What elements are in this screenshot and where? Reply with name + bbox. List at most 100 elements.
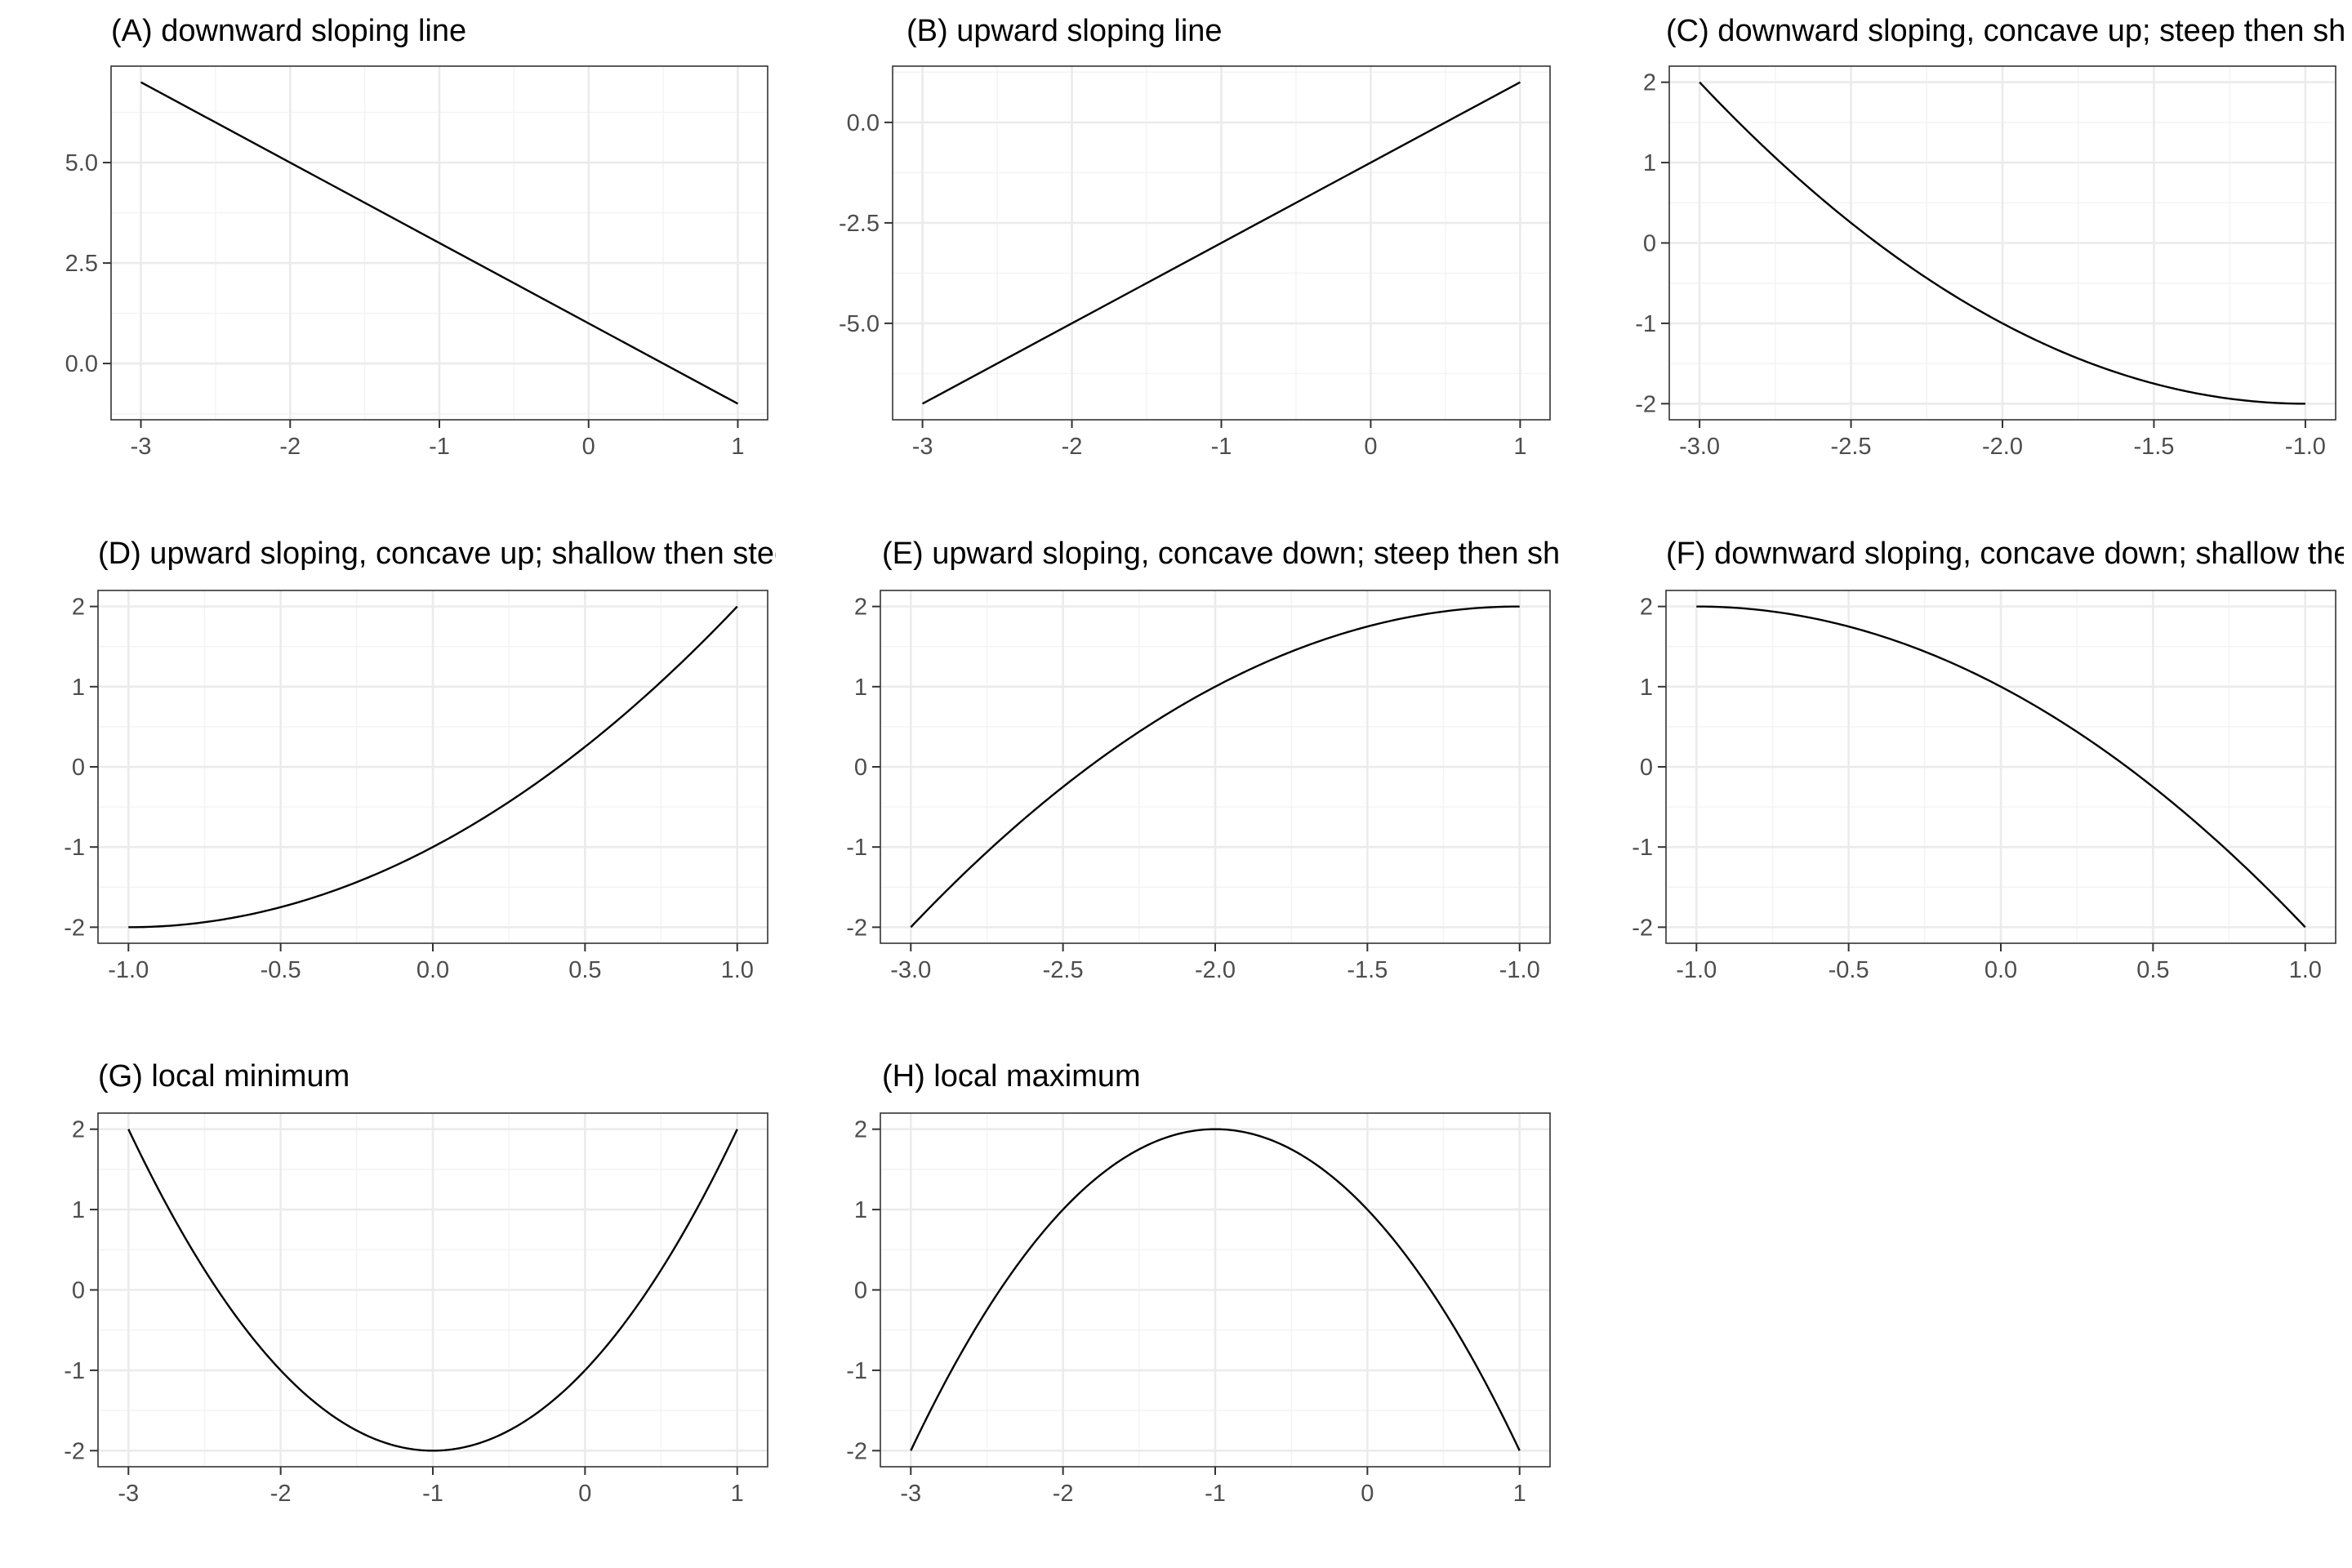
panel-title: (F) downward sloping, concave down; shal… — [1666, 537, 2352, 571]
panel-title: (E) upward sloping, concave down; steep … — [882, 537, 1631, 571]
series-line — [910, 1128, 1521, 1451]
panel-g: -3 -2 -1 0 1 -2 -1 0 1 2 (G) local minimum — [64, 1059, 768, 1507]
y-tick-label: 0 — [854, 1278, 867, 1304]
gridlines — [1666, 590, 2336, 943]
x-tick-label: -1 — [1205, 1481, 1226, 1507]
y-tick-label: 0 — [1640, 755, 1653, 781]
y-tick-label: -1 — [64, 1358, 85, 1384]
y-tick-label: 0.0 — [65, 351, 98, 377]
x-tick-label: -0.5 — [261, 957, 301, 983]
x-tick-label: 0.5 — [2136, 957, 2169, 983]
x-tick-label: -3.0 — [890, 957, 931, 983]
y-tick-label: 1 — [1643, 150, 1656, 176]
x-tick-label: 1 — [731, 1481, 744, 1507]
x-tick-label: -2.0 — [1195, 957, 1236, 983]
x-tick-label: -2 — [270, 1481, 292, 1507]
x-tick-label: -3 — [912, 434, 933, 460]
x-tick-label: -0.5 — [1829, 957, 1869, 983]
x-tick-label: -3.0 — [1679, 434, 1720, 460]
series-line — [128, 605, 738, 929]
x-tick-label: 1 — [1513, 434, 1526, 460]
y-tick-label: -2 — [846, 1438, 867, 1464]
y-tick-label: 1 — [854, 675, 867, 701]
series-line — [1699, 81, 2305, 405]
panel-a: -3 -2 -1 0 1 0.0 2.5 5.0 (A) downward sloping li… — [65, 14, 768, 460]
y-tick-label: 5.0 — [65, 150, 98, 176]
y-tick-label: 2 — [72, 595, 85, 621]
y-tick-label: -2 — [64, 915, 85, 941]
y-tick-label: 2 — [1640, 595, 1653, 621]
y-tick-label: 2 — [854, 595, 867, 621]
x-tick-label: -3 — [900, 1481, 921, 1507]
gridlines — [893, 66, 1550, 420]
x-tick-label: 0 — [578, 1481, 591, 1507]
x-tick-label: -3 — [118, 1481, 139, 1507]
panel-f: -1.0 -0.5 0.0 0.5 1.0 -2 -1 0 1 2 (F) downward slo… — [1632, 537, 2352, 983]
x-tick-label: -1.0 — [1676, 957, 1717, 983]
panel-d: -1.0 -0.5 0.0 0.5 1.0 -2 -1 0 1 2 (D) upward slopi… — [64, 537, 808, 983]
panel-title: (A) downward sloping line — [111, 14, 466, 48]
y-tick-label: -2 — [1632, 915, 1653, 941]
y-tick-label: 2 — [854, 1117, 867, 1143]
x-tick-label: -2 — [1062, 434, 1083, 460]
y-tick-label: 1 — [854, 1197, 867, 1223]
x-tick-label: 0 — [1361, 1481, 1374, 1507]
panel-title: (B) upward sloping line — [906, 14, 1223, 48]
x-tick-label: -2 — [279, 434, 301, 460]
x-tick-label: -1.0 — [1499, 957, 1540, 983]
y-tick-label: -1 — [1635, 311, 1656, 337]
y-tick-label: 2 — [1643, 70, 1656, 96]
y-tick-label: 0 — [72, 755, 85, 781]
x-tick-label: -2.5 — [1831, 434, 1872, 460]
gridlines — [98, 1113, 768, 1467]
x-tick-label: -2 — [1053, 1481, 1074, 1507]
panel-b: -3 -2 -1 0 1 -5.0 -2.5 0.0 (B) upward sloping li… — [839, 14, 1551, 460]
y-tick-label: 2.5 — [65, 251, 98, 277]
panel-e: -3.0 -2.5 -2.0 -1.5 -1.0 -2 -1 0 1 2 (E) upward sl… — [846, 537, 1631, 983]
panel-title: (G) local minimum — [98, 1059, 350, 1094]
panel-title: (C) downward sloping, concave up; steep … — [1666, 14, 2352, 48]
x-tick-label: 1 — [1513, 1481, 1526, 1507]
y-tick-label: -5.0 — [839, 311, 880, 337]
x-tick-label: 0.0 — [1984, 957, 2017, 983]
series-line — [922, 81, 1521, 405]
x-tick-label: 1 — [731, 434, 744, 460]
x-tick-label: 0 — [582, 434, 595, 460]
y-tick-label: 0 — [1643, 231, 1656, 257]
series-line — [910, 605, 1520, 929]
x-tick-label: 0.0 — [416, 957, 449, 983]
y-tick-label: 0 — [72, 1278, 85, 1304]
y-tick-label: -1 — [64, 835, 85, 861]
panel-h: -3 -2 -1 0 1 -2 -1 0 1 2 (H) local maximum — [846, 1059, 1551, 1507]
x-tick-label: 1.0 — [721, 957, 754, 983]
y-tick-label: -2.5 — [839, 211, 880, 237]
panel-c: -3.0 -2.5 -2.0 -1.5 -1.0 -2 -1 0 1 2 (C) downward … — [1635, 14, 2352, 460]
x-tick-label: -1.0 — [2285, 434, 2326, 460]
y-tick-label: -2 — [846, 915, 867, 941]
x-tick-label: 0 — [1364, 434, 1377, 460]
series-line — [127, 1129, 738, 1452]
x-tick-label: 0.5 — [568, 957, 601, 983]
y-tick-label: 1 — [1640, 675, 1653, 701]
panel-title: (D) upward sloping, concave up; shallow … — [98, 537, 808, 571]
x-tick-label: -1 — [429, 434, 450, 460]
panel-title: (H) local maximum — [882, 1059, 1141, 1094]
x-tick-label: -1.5 — [1347, 957, 1388, 983]
y-tick-label: 2 — [72, 1117, 85, 1143]
series-line — [1696, 605, 2306, 929]
x-tick-label: -1.0 — [108, 957, 149, 983]
x-tick-label: -1 — [422, 1481, 443, 1507]
x-tick-label: -1 — [1211, 434, 1232, 460]
x-tick-label: -2.5 — [1043, 957, 1084, 983]
x-tick-label: -2.0 — [1982, 434, 2023, 460]
y-tick-label: -1 — [1632, 835, 1653, 861]
x-tick-label: 1.0 — [2289, 957, 2322, 983]
y-tick-label: -2 — [1635, 391, 1656, 417]
y-tick-label: 0.0 — [847, 110, 880, 136]
y-tick-label: 1 — [72, 1197, 85, 1223]
y-tick-label: -1 — [846, 1358, 867, 1384]
y-tick-label: 1 — [72, 675, 85, 701]
series-line — [140, 81, 739, 405]
x-tick-label: -3 — [131, 434, 152, 460]
